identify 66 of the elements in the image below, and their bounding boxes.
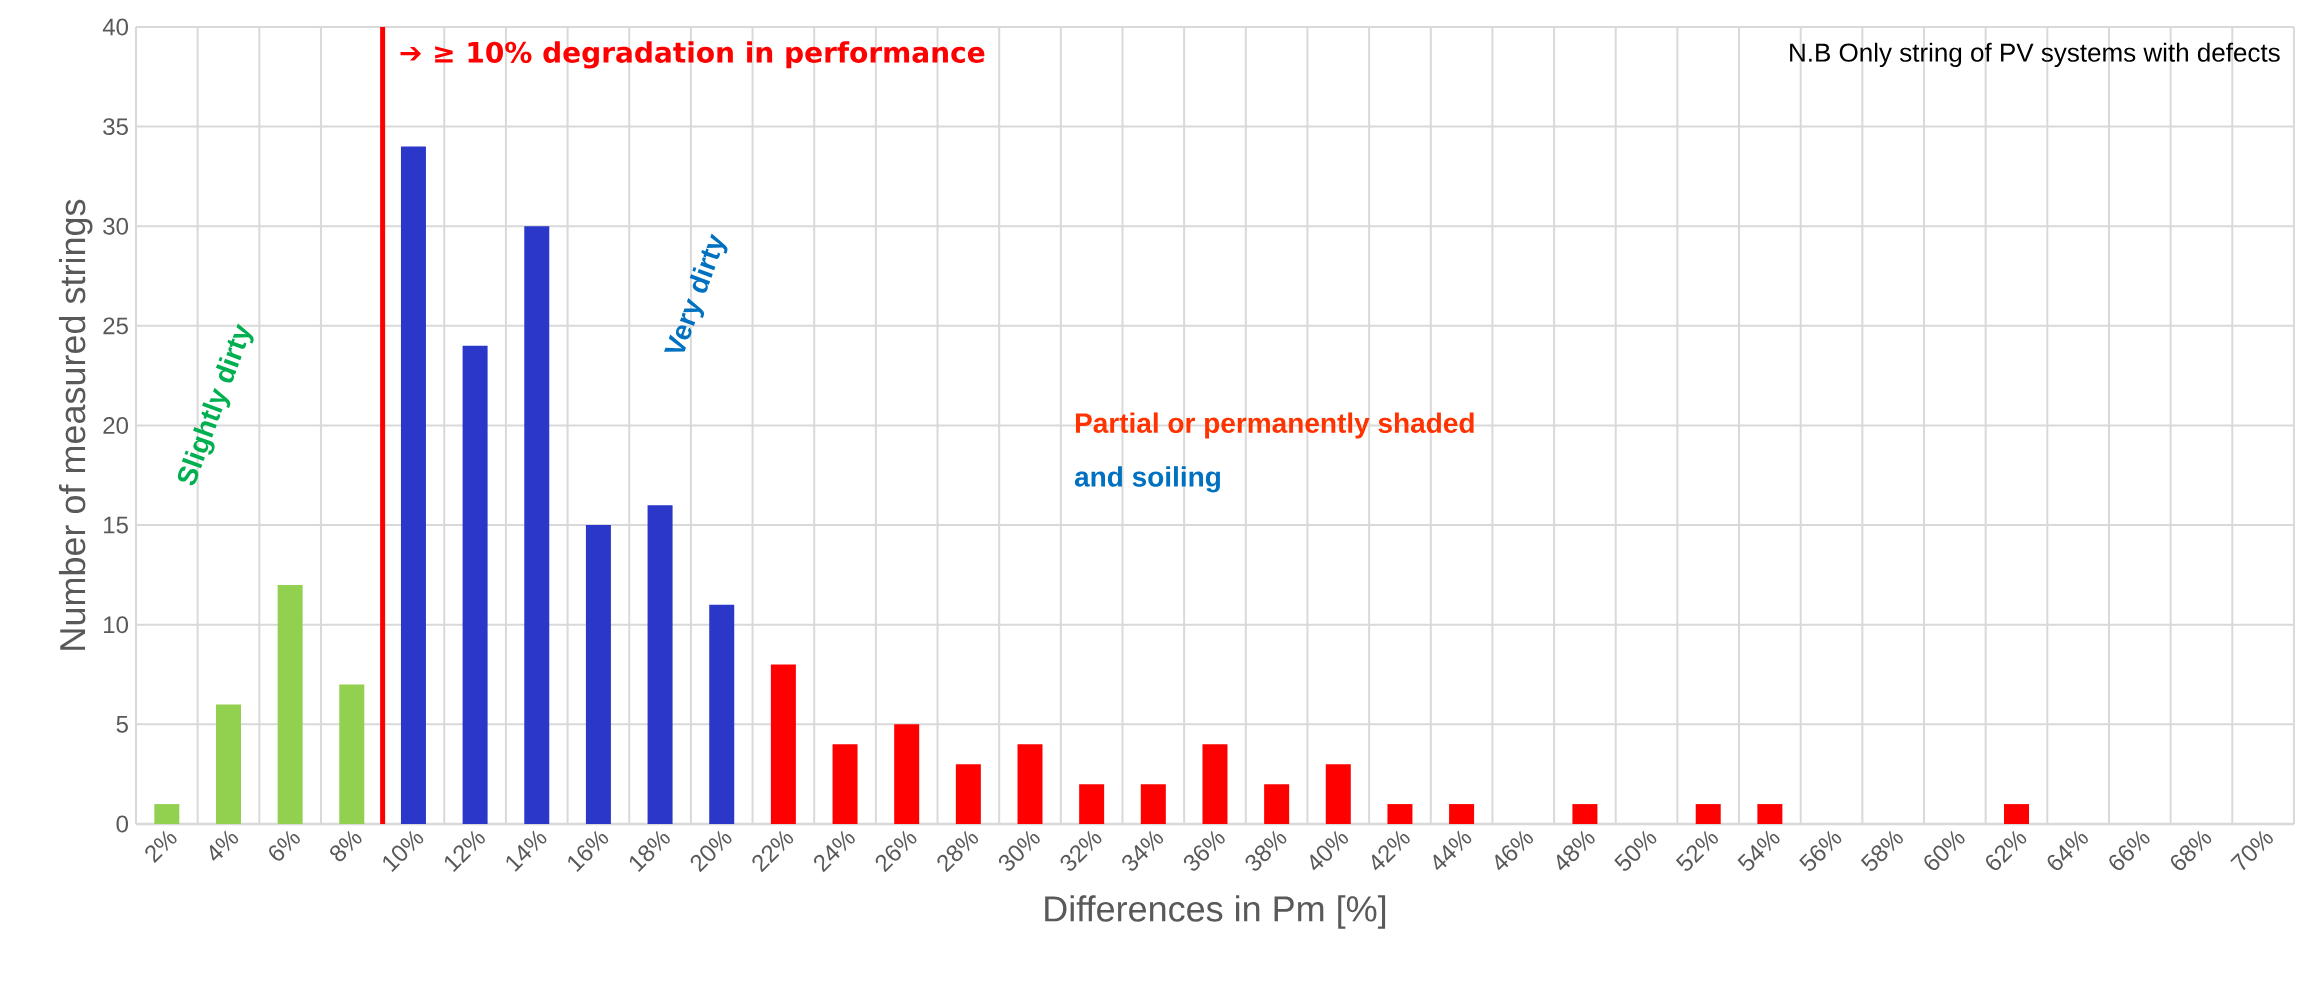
y-tick-label: 35 — [103, 118, 128, 136]
bar — [524, 226, 550, 824]
y-axis-title: Number of measured strings — [58, 199, 93, 650]
bar — [1387, 804, 1413, 824]
annotation: Very dirty — [664, 233, 728, 352]
x-tick-label: 70% — [2230, 830, 2273, 871]
bar — [770, 664, 796, 824]
bar — [277, 584, 303, 824]
bar — [1202, 744, 1228, 824]
bar — [1325, 764, 1351, 824]
y-tick-label: 10 — [104, 616, 128, 634]
x-tick-label: 48% — [1556, 830, 1595, 871]
x-tick-label: 32% — [1060, 830, 1102, 871]
bar — [2004, 804, 2029, 824]
y-tick-label: 15 — [104, 516, 128, 534]
y-tick-label: 5 — [116, 716, 128, 733]
bar — [400, 146, 426, 824]
bar — [832, 744, 858, 824]
x-tick-label: 8% — [330, 830, 362, 862]
x-tick-label: 50% — [1614, 830, 1657, 871]
bar — [647, 505, 673, 824]
x-tick-label: 66% — [2109, 830, 2150, 871]
x-tick-label: 60% — [1924, 830, 1965, 871]
x-tick-label: 34% — [1122, 830, 1164, 871]
annotation: N.B Only string of PV systems with defects — [1790, 42, 2280, 67]
bar — [1449, 804, 1475, 824]
bar — [215, 704, 241, 824]
x-axis-title: Differences in Pm [%] — [1045, 895, 1386, 929]
x-tick-label: 68% — [2170, 830, 2212, 871]
bar — [1140, 784, 1166, 824]
bar — [154, 804, 180, 824]
x-tick-label: 62% — [1986, 830, 2027, 871]
ref-line-label: ➔ ≥ 10% degradation in performance — [400, 41, 985, 69]
y-tick-label: 25 — [103, 317, 128, 335]
x-tick-label: 4% — [209, 830, 239, 861]
bar — [894, 724, 920, 824]
x-tick-label: 64% — [2047, 830, 2088, 871]
x-tick-label: 42% — [1371, 830, 1410, 871]
bar — [1264, 784, 1290, 824]
y-tick-label: 30 — [103, 217, 128, 235]
x-tick-label: 40% — [1310, 830, 1349, 871]
y-tick-label: 20 — [103, 417, 128, 434]
bar — [462, 345, 488, 824]
bar — [1572, 804, 1598, 824]
annotation: and soiling — [1074, 466, 1220, 493]
bar — [709, 604, 735, 824]
bar — [339, 684, 365, 824]
x-tick-label: 38% — [1245, 830, 1287, 871]
x-tick-label: 52% — [1675, 830, 1718, 871]
x-tick-label: 44% — [1433, 830, 1472, 871]
bar — [955, 764, 981, 824]
x-tick-label: 36% — [1183, 830, 1225, 871]
bar — [1017, 744, 1043, 824]
bar — [585, 525, 611, 824]
bar — [1757, 804, 1783, 824]
x-tick-label: 46% — [1495, 830, 1534, 871]
x-tick-label: 6% — [269, 830, 300, 861]
x-tick-label: 2% — [145, 830, 177, 863]
x-tick-label: 30% — [998, 830, 1040, 871]
y-tick-label: 0 — [116, 815, 129, 833]
y-tick-label: 40 — [102, 18, 128, 36]
bar — [1695, 804, 1721, 824]
x-tick-label: 56% — [1799, 830, 1842, 871]
bar — [1079, 784, 1105, 824]
x-tick-label: 58% — [1860, 830, 1903, 871]
annotation: Partial or permanently shaded — [1075, 412, 1474, 439]
